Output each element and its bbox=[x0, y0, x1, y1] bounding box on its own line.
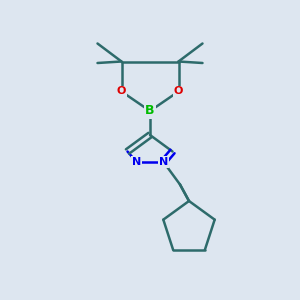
Text: O: O bbox=[174, 86, 183, 97]
Text: B: B bbox=[145, 104, 155, 118]
Text: N: N bbox=[159, 157, 168, 167]
Text: N: N bbox=[132, 157, 141, 167]
Text: O: O bbox=[117, 86, 126, 97]
